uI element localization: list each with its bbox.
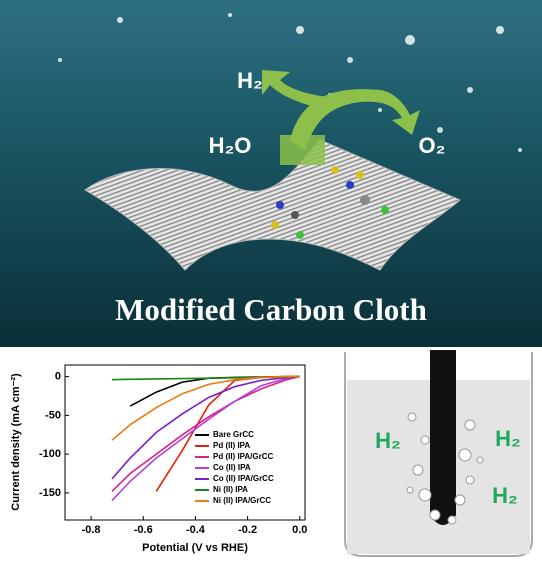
carbon-cloth: [84, 139, 461, 271]
molecules: [271, 166, 389, 239]
x-tick-label: -0.8: [82, 524, 101, 536]
h2-bubble-label: H₂: [492, 483, 518, 508]
title: Modified Carbon Cloth: [115, 292, 427, 327]
h2o-label: H₂O: [209, 133, 252, 158]
series-line: [111, 375, 300, 480]
o2-label: O₂: [419, 133, 446, 158]
y-tick-label: -150: [39, 487, 61, 499]
legend-label: Pd (II) IPA/GrCC: [213, 452, 274, 461]
x-tick-label: -0.2: [238, 524, 257, 536]
series-line: [111, 375, 300, 492]
series-line: [111, 375, 300, 502]
gas-bubbles: [406, 412, 484, 525]
h2-label: H₂: [237, 68, 263, 93]
arrow-h2: [262, 70, 335, 110]
y-tick-label: -50: [45, 409, 61, 421]
legend-label: Co (II) IPA/GrCC: [213, 474, 274, 483]
electrode: [430, 350, 456, 525]
x-tick-label: 0.0: [292, 524, 307, 536]
legend-label: Ni (II) IPA: [213, 485, 248, 494]
beaker-panel: H₂ H₂ H₂: [344, 350, 533, 557]
y-tick-label: -100: [39, 448, 61, 460]
legend-label: Ni (II) IPA/GrCC: [213, 496, 271, 505]
legend-label: Pd (II) IPA: [213, 441, 250, 450]
x-tick-label: -0.4: [186, 524, 206, 536]
h2-bubble-label: H₂: [495, 426, 521, 451]
legend-label: Co (II) IPA: [213, 463, 251, 472]
sea-background: [0, 0, 542, 347]
plot-frame: [64, 364, 306, 521]
y-tick-label: 0: [55, 371, 61, 383]
h2-bubble-label: H₂: [375, 428, 401, 453]
arrow-stem: [280, 135, 325, 165]
series-line: [111, 375, 300, 441]
legend-label: Bare GrCC: [213, 430, 254, 439]
x-tick-label: -0.6: [134, 524, 153, 536]
top-panel: H₂ H₂O O₂ Modified Carbon Cloth: [0, 0, 542, 347]
chart: Current density (mA cm⁻²) Potential (V v…: [10, 364, 307, 554]
x-axis-label: Potential (V vs RHE): [142, 542, 248, 554]
y-axis-label: Current density (mA cm⁻²): [10, 373, 22, 511]
